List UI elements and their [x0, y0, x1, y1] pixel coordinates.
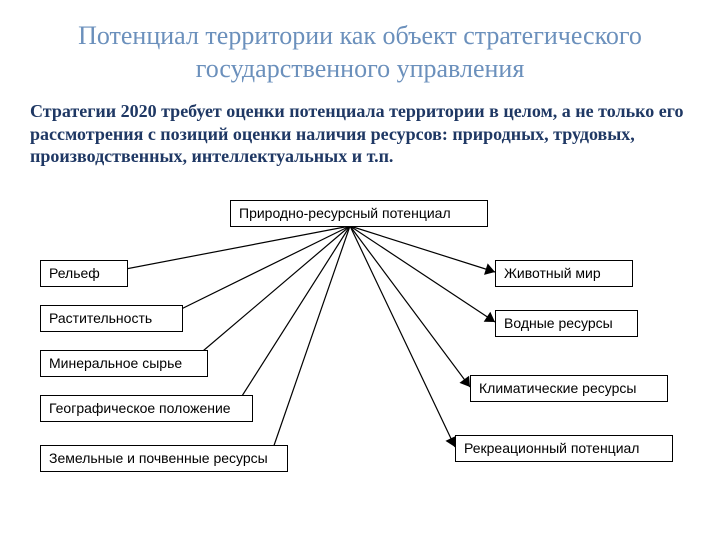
diagram: Природно-ресурсный потенциал Рельеф Растит… — [0, 200, 720, 540]
diagram-node-left-0: Рельеф — [40, 260, 128, 287]
diagram-node-left-4: Земельные и почвенные ресурсы — [40, 445, 288, 472]
diagram-node-root: Природно-ресурсный потенциал — [230, 200, 488, 227]
slide: Потенциал территории как объект стратеги… — [0, 0, 720, 540]
diagram-node-left-2: Минеральное сырье — [40, 350, 208, 377]
body-text: Стратегии 2020 требует оценки потенциала… — [30, 100, 690, 168]
diagram-node-left-1: Растительность — [40, 305, 183, 332]
diagram-node-right-0: Животный мир — [495, 260, 633, 287]
diagram-node-right-3: Рекреационный потенциал — [455, 435, 673, 462]
diagram-node-right-2: Климатические ресурсы — [470, 375, 668, 402]
diagram-node-right-1: Водные ресурсы — [495, 310, 638, 337]
slide-title: Потенциал территории как объект стратеги… — [0, 20, 720, 85]
diagram-node-left-3: Географическое положение — [40, 395, 253, 422]
